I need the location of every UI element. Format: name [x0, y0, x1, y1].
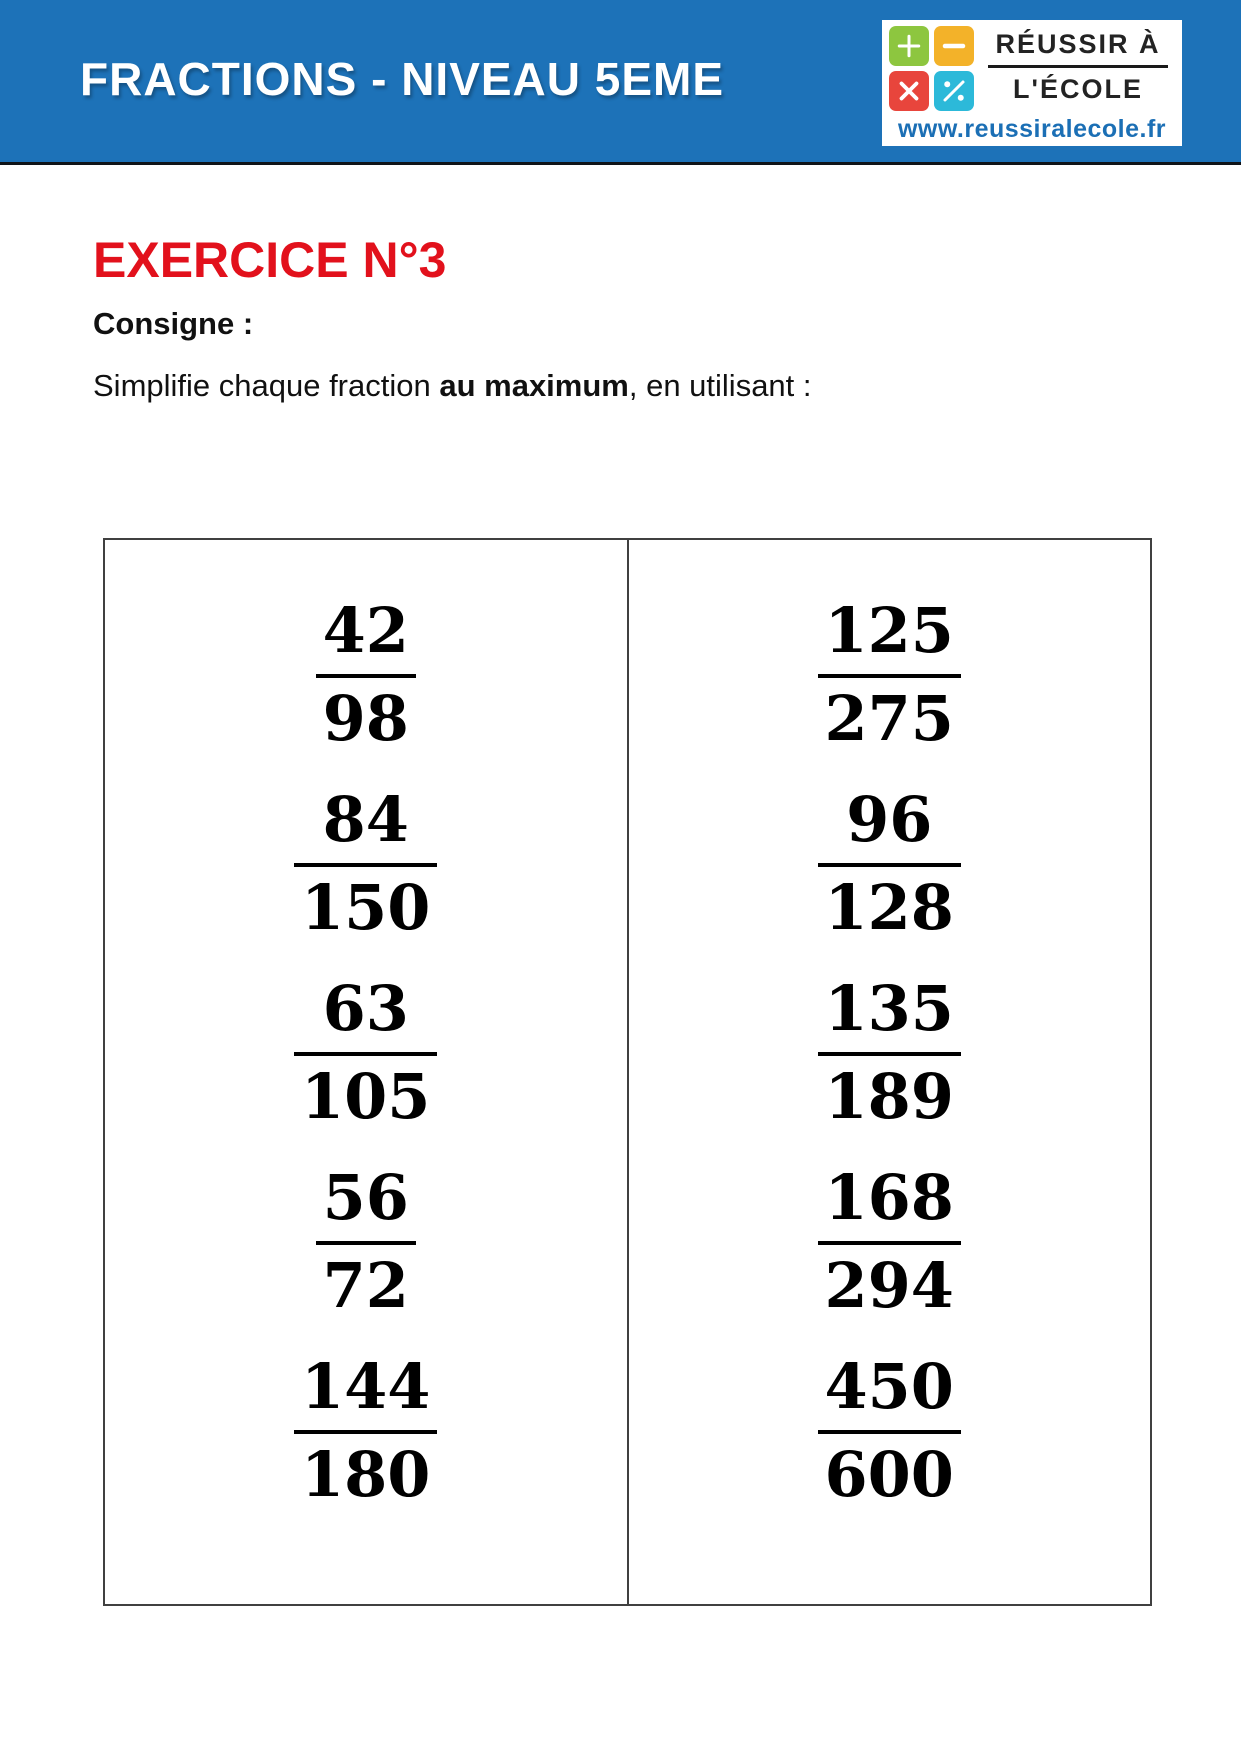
fractions-column-right: 125 275 96 128 135 189 168 294 450 [626, 537, 1152, 1606]
fraction: 96 128 [817, 782, 961, 944]
exercise-title: EXERCICE N°3 [93, 232, 447, 288]
instruction-suffix: , en utilisant : [628, 367, 812, 403]
instruction-text: Simplifie chaque fraction au maximum, en… [93, 368, 1241, 404]
logo-text: RÉUSSIR À L'ÉCOLE [974, 25, 1176, 113]
consigne-label: Consigne : [93, 305, 254, 341]
logo-tile-grid [889, 26, 974, 113]
fraction-numerator: 168 [824, 1160, 954, 1234]
fraction: 84 150 [294, 782, 438, 944]
fraction-denominator: 294 [824, 1248, 954, 1322]
fraction: 42 98 [315, 593, 416, 755]
fraction-bar [817, 1429, 961, 1434]
fraction-numerator: 96 [846, 782, 933, 856]
multiply-icon [889, 71, 929, 111]
fraction: 450 600 [817, 1349, 961, 1511]
fraction-denominator: 189 [824, 1059, 954, 1133]
fractions-column-left: 42 98 84 150 63 105 56 72 144 [103, 537, 629, 1606]
fraction-bar [294, 1429, 438, 1434]
fraction: 56 72 [315, 1160, 416, 1322]
fraction-numerator: 63 [322, 971, 409, 1045]
fraction-bar [817, 673, 961, 678]
divide-icon [934, 71, 974, 111]
fraction-bar [817, 862, 961, 867]
fraction-bar [315, 1240, 416, 1245]
logo-url-link[interactable]: www.reussiralecole.fr [897, 115, 1167, 143]
header-banner: FRACTIONS - NIVEAU 5EME RÉUSSIR À [0, 0, 1241, 165]
fraction: 63 105 [294, 971, 438, 1133]
fraction-denominator: 105 [301, 1059, 431, 1133]
logo-line2: L'ÉCOLE [1013, 74, 1143, 104]
fraction-bar [294, 862, 438, 867]
fraction-numerator: 135 [824, 971, 954, 1045]
instruction-prefix: Simplifie chaque fraction [93, 367, 440, 403]
fraction-denominator: 600 [824, 1437, 954, 1511]
fraction-bar [817, 1240, 961, 1245]
fraction-numerator: 450 [824, 1349, 954, 1423]
fraction-bar [817, 1051, 961, 1056]
logo-divider [988, 65, 1168, 68]
fraction-bar [294, 1051, 438, 1056]
fraction-denominator: 98 [322, 681, 409, 755]
fraction: 135 189 [817, 971, 961, 1133]
page-title: FRACTIONS - NIVEAU 5EME [80, 53, 725, 105]
fraction-denominator: 150 [301, 870, 431, 944]
fraction-denominator: 128 [824, 870, 954, 944]
fraction-numerator: 42 [322, 593, 409, 667]
logo-line1: RÉUSSIR À [995, 29, 1161, 59]
fraction-numerator: 84 [322, 782, 409, 856]
plus-icon [889, 26, 929, 66]
fractions-table: 42 98 84 150 63 105 56 72 144 [103, 537, 1152, 1606]
fraction-denominator: 180 [301, 1437, 431, 1511]
fraction-numerator: 144 [301, 1349, 431, 1423]
fraction: 144 180 [294, 1349, 438, 1511]
minus-icon [934, 26, 974, 66]
logo: RÉUSSIR À L'ÉCOLE www.reussiralecole.fr [882, 20, 1182, 146]
fraction-bar [315, 673, 416, 678]
fraction-denominator: 275 [824, 681, 954, 755]
fraction: 168 294 [817, 1160, 961, 1322]
fraction: 125 275 [817, 593, 961, 755]
fraction-numerator: 56 [322, 1160, 409, 1234]
fraction-denominator: 72 [322, 1248, 409, 1322]
instruction-bold: au maximum [439, 367, 629, 403]
fraction-numerator: 125 [824, 593, 954, 667]
